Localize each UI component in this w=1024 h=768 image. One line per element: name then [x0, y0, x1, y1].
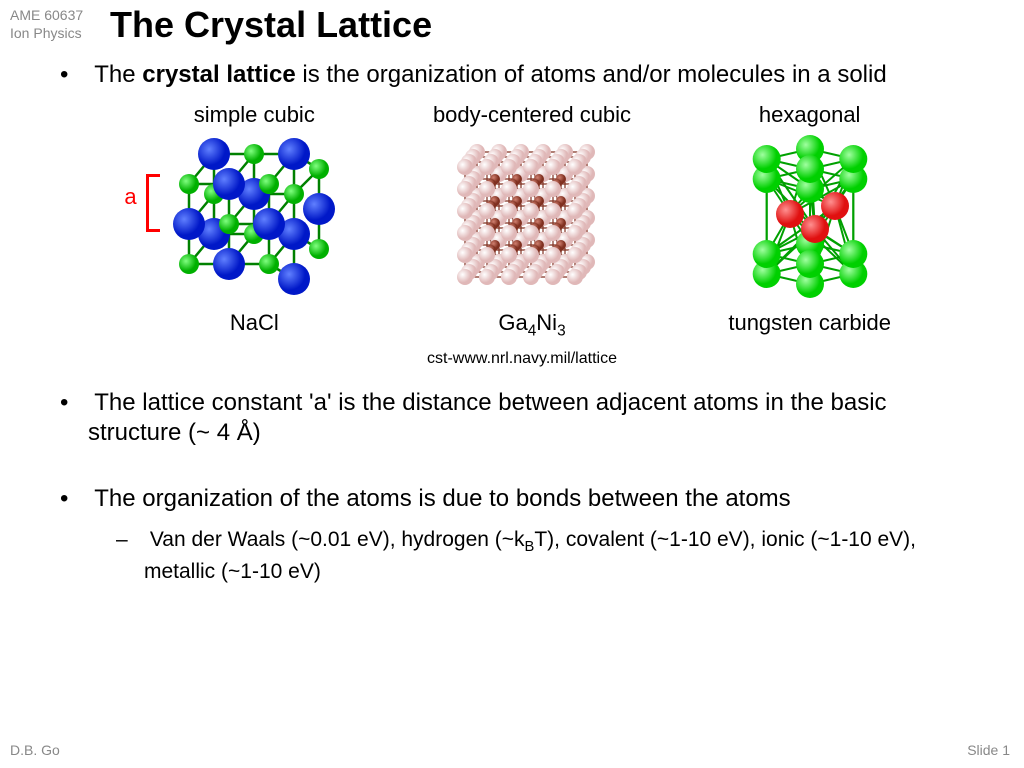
bcc-svg — [442, 134, 622, 304]
b1-bold: crystal lattice — [142, 61, 295, 88]
ga4ni3-4: 4 — [528, 322, 537, 339]
diagram-bcc: body-centered cubic Ga4Ni3 — [433, 102, 631, 340]
b3-sub-B: B — [525, 540, 535, 556]
b1-pre: The — [94, 61, 142, 88]
lattice-constant-a-bracket — [146, 174, 160, 232]
label-hexagonal: hexagonal — [759, 102, 861, 128]
label-nacl: NaCl — [230, 310, 279, 336]
label-simple-cubic: simple cubic — [194, 102, 315, 128]
label-bcc: body-centered cubic — [433, 102, 631, 128]
footer-slide-number: Slide 1 — [967, 742, 1010, 758]
footer-author: D.B. Go — [10, 742, 60, 758]
simple-cubic-svg — [164, 134, 344, 304]
label-tungsten-carbide: tungsten carbide — [728, 310, 891, 336]
course-header: AME 60637 Ion Physics — [10, 6, 83, 42]
course-name: Ion Physics — [10, 24, 83, 42]
bullet-bonds: The organization of the atoms is due to … — [60, 484, 984, 514]
ga4ni3-ga: Ga — [498, 310, 527, 335]
source-url: cst-www.nrl.navy.mil/lattice — [60, 350, 984, 368]
diagram-hexagonal: hexagonal tungsten carbide — [720, 102, 900, 336]
label-ga4ni3: Ga4Ni3 — [498, 310, 565, 340]
ga4ni3-3: 3 — [557, 322, 566, 339]
bullet-crystal-lattice-def: The crystal lattice is the organization … — [60, 60, 984, 90]
bullet-bond-types: Van der Waals (~0.01 eV), hydrogen (~kBT… — [116, 526, 984, 586]
hexagonal-svg — [720, 134, 900, 304]
lattice-constant-a-label: a — [124, 184, 136, 210]
bullet-lattice-constant: The lattice constant 'a' is the distance… — [60, 388, 984, 448]
ga4ni3-ni: Ni — [536, 310, 557, 335]
b3-text: The organization of the atoms is due to … — [94, 485, 790, 512]
diagram-simple-cubic: simple cubic a — [164, 102, 344, 336]
structure-bcc — [442, 134, 622, 304]
b3-sub-pre: Van der Waals (~0.01 eV), hydrogen (~k — [150, 528, 525, 551]
slide-content: The crystal lattice is the organization … — [60, 60, 984, 595]
course-code: AME 60637 — [10, 6, 83, 24]
slide-title: The Crystal Lattice — [110, 4, 432, 46]
b1-post: is the organization of atoms and/or mole… — [296, 61, 887, 88]
structure-hexagonal — [720, 134, 900, 304]
diagram-row: simple cubic a — [120, 102, 944, 340]
b2-text: The lattice constant 'a' is the distance… — [88, 389, 887, 446]
structure-simple-cubic: a — [164, 134, 344, 304]
